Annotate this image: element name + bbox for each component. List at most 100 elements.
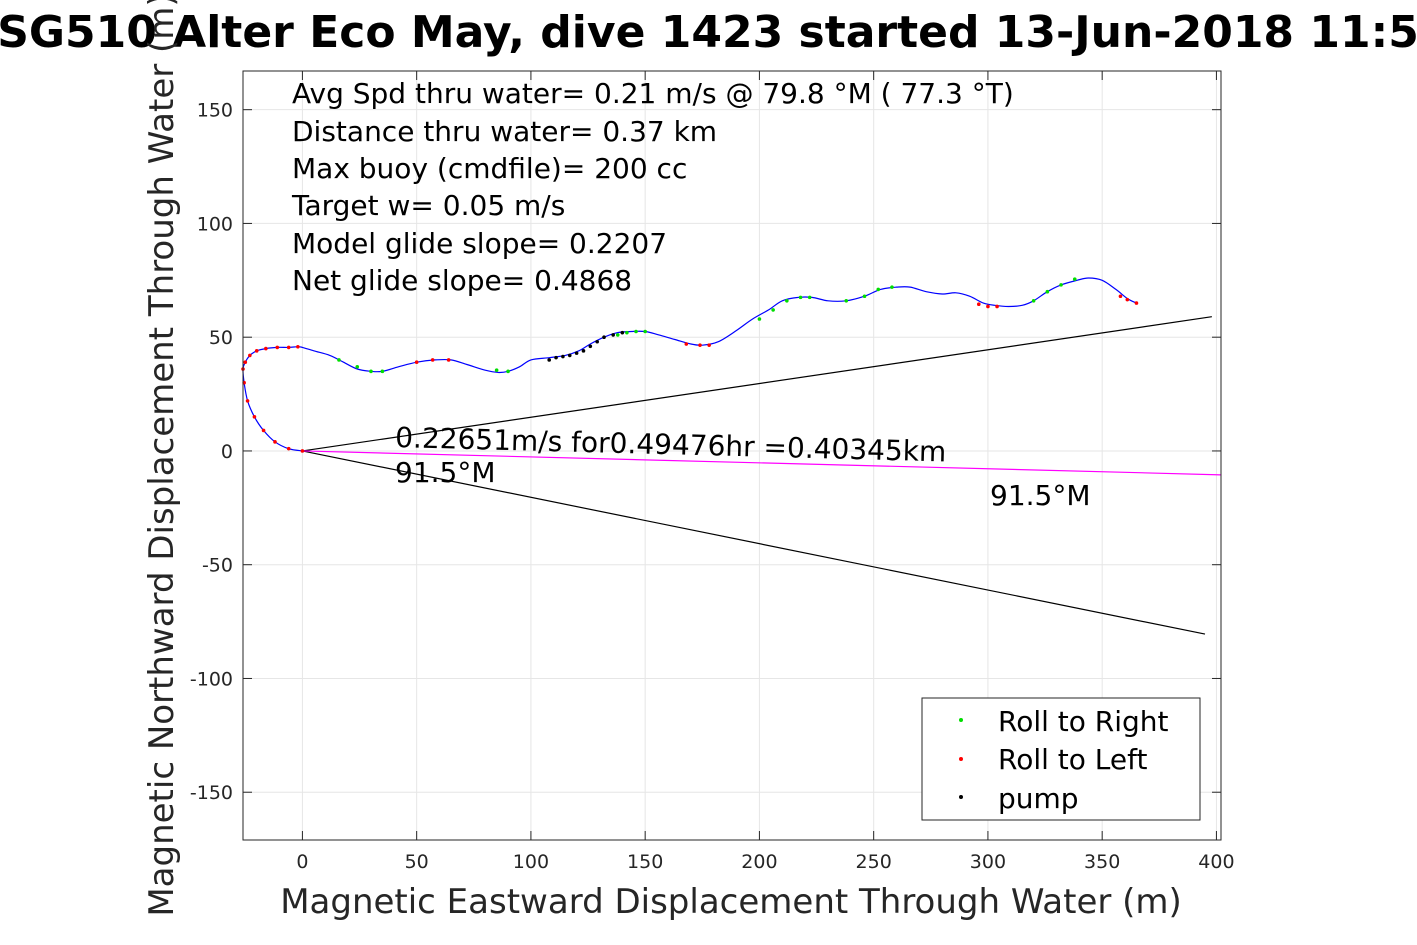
x-tick-label: 50 — [405, 851, 429, 873]
marker-pump — [602, 335, 606, 339]
marker-pump — [547, 358, 551, 362]
annotation-model-glide-slope: Model glide slope= 0.2207 — [292, 227, 667, 260]
marker-roll-to-left — [245, 399, 250, 403]
marker-roll-to-right — [625, 330, 629, 335]
y-tick-label: -100 — [190, 668, 233, 690]
glide-cone-upper-line — [302, 316, 1212, 452]
current-vector — [302, 450, 1222, 476]
marker-roll-to-left — [264, 346, 268, 351]
marker-roll-to-right — [355, 364, 360, 369]
marker-roll-to-left — [430, 358, 435, 362]
x-tick-label: 150 — [627, 851, 663, 873]
marker-roll-to-left — [286, 446, 291, 451]
marker-roll-to-left — [243, 360, 248, 365]
chart-title: SG510 Alter Eco May, dive 1423 started 1… — [0, 7, 1417, 58]
x-axis-label: Magnetic Eastward Displacement Through W… — [280, 882, 1182, 922]
marker-roll-to-left — [1118, 294, 1123, 299]
marker-roll-to-left — [296, 344, 300, 349]
x-tick-label: 400 — [1198, 851, 1234, 873]
legend-marker-roll-left — [959, 757, 963, 761]
marker-roll-to-right — [1031, 298, 1036, 303]
x-tick-label: 350 — [1084, 851, 1120, 873]
y-axis-label: Magnetic Northward Displacement Through … — [142, 0, 182, 917]
plot-frame — [242, 70, 1222, 841]
legend: Roll to Right Roll to Left pump — [921, 697, 1201, 821]
marker-roll-to-left — [300, 449, 305, 453]
marker-pump — [620, 330, 625, 335]
marker-pump — [574, 351, 579, 355]
legend-marker-roll-right — [959, 718, 963, 722]
y-axis-ticks: -150 -100 -50 0 50 100 150 — [190, 100, 1221, 804]
current-vector-line — [302, 450, 1222, 476]
annotation-target-w: Target w= 0.05 m/s — [291, 189, 565, 222]
marker-roll-to-right — [862, 294, 867, 299]
annotation-net-glide-slope: Net glide slope= 0.4868 — [292, 264, 632, 297]
legend-label-pump: pump — [998, 782, 1079, 815]
marker-roll-to-left — [261, 428, 266, 433]
marker-pump — [554, 355, 558, 360]
marker-pump — [561, 354, 565, 359]
y-tick-label: 150 — [197, 100, 233, 122]
marker-roll-to-right — [615, 333, 620, 337]
legend-label-roll-left: Roll to Left — [998, 743, 1147, 776]
roll-markers — [241, 277, 1139, 453]
marker-roll-to-right — [634, 329, 638, 334]
glide-cone — [302, 316, 1212, 635]
marker-roll-to-right — [876, 287, 881, 292]
marker-roll-to-right — [757, 317, 762, 321]
annotation-max-buoy: Max buoy (cmdfile)= 200 cc — [292, 152, 687, 185]
marker-roll-to-left — [976, 302, 981, 307]
marker-roll-to-right — [1045, 289, 1050, 294]
annotation-distance: Distance thru water= 0.37 km — [292, 115, 717, 148]
marker-roll-to-right — [380, 369, 385, 374]
marker-roll-to-right — [844, 298, 849, 303]
marker-pump — [567, 353, 572, 358]
glide-cone-lower-line — [302, 450, 1206, 635]
marker-pump — [611, 333, 615, 337]
marker-roll-to-left — [995, 304, 999, 309]
marker-pump — [588, 344, 593, 349]
marker-roll-to-left — [986, 304, 990, 309]
marker-roll-to-right — [643, 329, 647, 334]
x-tick-label: 200 — [741, 851, 777, 873]
marker-roll-to-left — [254, 349, 259, 353]
marker-roll-to-left — [707, 343, 711, 347]
x-axis-ticks: 0 50 100 150 200 250 300 350 400 — [296, 71, 1235, 873]
marker-roll-to-right — [506, 369, 510, 374]
current-heading-label-end: 91.5°M — [990, 479, 1091, 512]
marker-roll-to-right — [798, 295, 803, 300]
legend-label-roll-right: Roll to Right — [998, 705, 1169, 738]
marker-roll-to-right — [807, 295, 812, 300]
y-tick-label: -150 — [190, 782, 233, 804]
legend-box — [921, 697, 1201, 821]
marker-roll-to-right — [337, 358, 341, 362]
marker-roll-to-left — [273, 440, 277, 444]
marker-roll-to-left — [1125, 297, 1130, 302]
marker-pump — [581, 349, 586, 353]
marker-roll-to-right — [771, 308, 775, 312]
marker-roll-to-left — [252, 415, 257, 419]
x-tick-label: 100 — [513, 851, 549, 873]
marker-pump — [595, 339, 599, 344]
y-tick-label: 50 — [209, 327, 233, 349]
marker-roll-to-right — [890, 285, 894, 289]
marker-roll-to-left — [248, 353, 252, 358]
marker-roll-to-left — [698, 343, 702, 347]
legend-marker-pump — [959, 795, 963, 799]
marker-roll-to-left — [684, 342, 689, 346]
marker-roll-to-right — [494, 368, 499, 372]
x-tick-label: 250 — [856, 851, 892, 873]
y-tick-label: 0 — [221, 441, 233, 463]
marker-roll-to-left — [1134, 301, 1139, 305]
marker-roll-to-left — [446, 358, 451, 362]
y-tick-label: 100 — [197, 213, 233, 235]
current-heading-label-start: 91.5°M — [395, 456, 496, 489]
marker-roll-to-right — [1059, 283, 1063, 287]
marker-roll-to-left — [414, 360, 419, 365]
y-tick-label: -50 — [202, 555, 233, 577]
marker-roll-to-right — [785, 298, 789, 303]
annotation-avg-speed: Avg Spd thru water= 0.21 m/s @ 79.8 °M (… — [292, 77, 1014, 110]
marker-roll-to-right — [1072, 277, 1077, 281]
x-tick-label: 300 — [970, 851, 1006, 873]
